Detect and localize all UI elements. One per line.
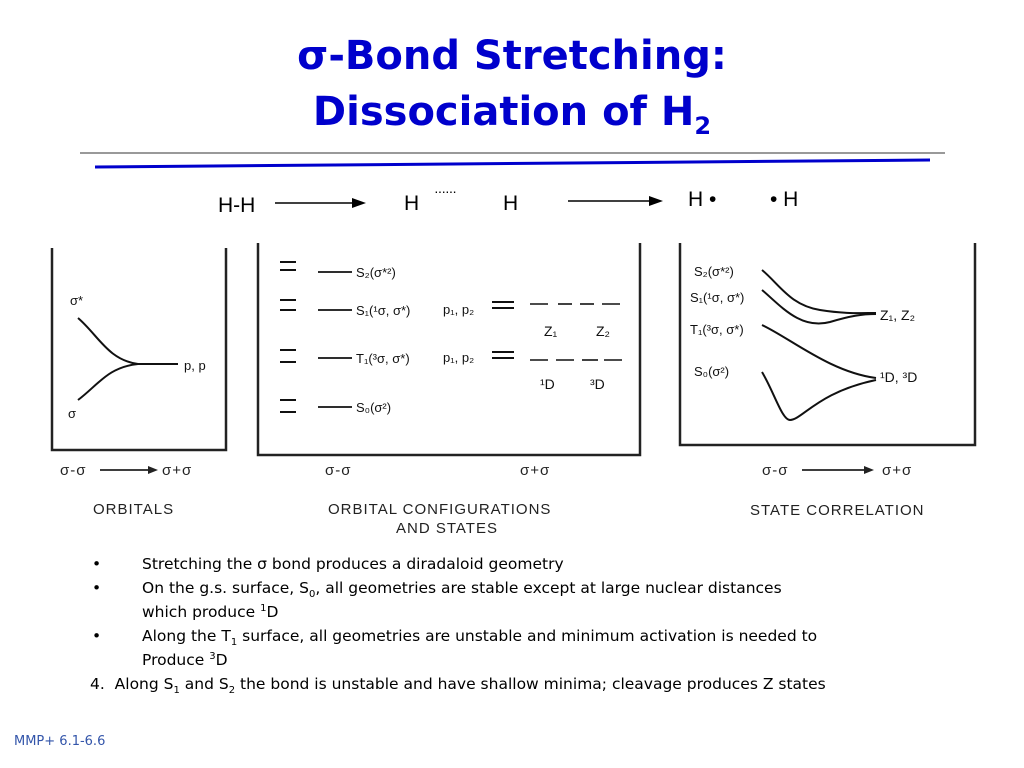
- s1-curve: [761, 289, 877, 325]
- title-text-1: -Bond Stretching:: [328, 33, 727, 79]
- correlation-diagram: σ* σ p, p S₂(σ*²) S₁(¹σ, σ*) T₁(³σ, σ*) …: [50, 243, 977, 537]
- bullet-4-number: 4.: [90, 675, 105, 693]
- mid-h-left: H: [404, 192, 420, 215]
- bullet-3-sup: 3: [209, 650, 216, 662]
- level-pairs: [280, 261, 296, 413]
- bullet-3-sub: 1: [230, 637, 238, 649]
- pair-label-lower: p₁, p₂: [443, 350, 474, 365]
- mid-dots: ······: [434, 183, 457, 199]
- bullet-2-text-a: On the g.s. surface, S: [142, 579, 309, 597]
- bullet-marker: •: [92, 555, 102, 573]
- orbitals-axis-arrow-icon: [148, 466, 158, 474]
- corr-state-s1: S₁(¹σ, σ*): [690, 290, 744, 305]
- corr-state-s2: S₂(σ*²): [694, 264, 734, 279]
- bullet-4-text-b: and S: [179, 675, 229, 693]
- sigma-star-curve: [77, 317, 178, 365]
- bullet-2-sub: 0: [309, 589, 316, 601]
- product-h-left: H •: [688, 188, 717, 211]
- bullet-2-cont-b: D: [266, 603, 279, 621]
- configurations-panel-frame: [256, 243, 642, 457]
- config-axis-right: σ+σ: [520, 462, 550, 479]
- reaction-arrows: [275, 196, 663, 208]
- bullet-2-cont-a: which produce: [142, 603, 261, 621]
- config-caption-1: ORBITAL CONFIGURATIONS: [328, 501, 551, 518]
- bullet-1-text-b: bond produces a diradaloid geometry: [267, 555, 564, 573]
- orbitals-caption: ORBITALS: [93, 501, 174, 518]
- corr-state-t1: T₁(³σ, σ*): [690, 322, 744, 337]
- orbitals-panel-frame: [50, 248, 228, 452]
- bullet-item-4: 4. Along S1 and S2 the bond is unstable …: [90, 672, 990, 696]
- bullet-item-3: • Along the T1 surface, all geometries a…: [90, 624, 990, 672]
- sigma-curve: [77, 363, 139, 401]
- orbital-upper-label: σ*: [70, 293, 83, 308]
- bullet-4-sub-2: 2: [228, 685, 236, 697]
- title-subscript: 2: [694, 112, 712, 140]
- bullet-marker: •: [92, 579, 102, 597]
- corr-right-lower: ¹D, ³D: [880, 369, 917, 385]
- slide-title-line1: σ-Bond Stretching:: [0, 30, 1024, 82]
- corr-axis-right: σ+σ: [882, 462, 912, 479]
- bullet-3-cont-a: Produce: [142, 651, 210, 669]
- sigma-symbol: σ: [297, 33, 329, 79]
- config-axis-left: σ-σ: [325, 462, 352, 479]
- s0-curve: [761, 371, 877, 422]
- bullet-list: • Stretching the σ bond produces a dirad…: [90, 552, 990, 696]
- corr-right-upper: Z₁, Z₂: [880, 307, 915, 323]
- bullet-item-1: • Stretching the σ bond produces a dirad…: [90, 552, 990, 576]
- bullet-item-2: • On the g.s. surface, S0, all geometrie…: [90, 576, 990, 624]
- config-caption-2: AND STATES: [396, 520, 498, 537]
- correlation-panel-frame: [678, 243, 977, 447]
- bullet-2-sup: 1: [260, 602, 267, 614]
- config-state-s1: S₁(¹σ, σ*): [356, 303, 410, 318]
- product-1d: ¹D: [540, 376, 555, 392]
- corr-axis-left: σ-σ: [762, 462, 789, 479]
- correlation-curves: [761, 269, 877, 422]
- arrow-2-head-icon: [649, 196, 663, 206]
- mid-h-right: H: [503, 192, 519, 215]
- bullet-3-text-a: Along the T: [142, 627, 231, 645]
- product-z2: Z₂: [596, 323, 610, 339]
- corr-state-s0: S₀(σ²): [694, 364, 729, 379]
- pair-equals-marks: [492, 301, 514, 359]
- orbital-right-label: p, p: [184, 358, 206, 373]
- bullet-marker: •: [92, 627, 102, 645]
- pair-label-upper: p₁, p₂: [443, 302, 474, 317]
- bullet-1-text-a: Stretching the: [142, 555, 258, 573]
- config-state-s2: S₂(σ*²): [356, 265, 396, 280]
- slide-title-line2: Dissociation of H2: [0, 86, 1024, 138]
- bullet-1-sigma: σ: [257, 555, 267, 573]
- bullet-3-cont-b: D: [215, 651, 228, 669]
- product-z1: Z₁: [544, 323, 558, 339]
- orbitals-axis-left: σ-σ: [60, 462, 87, 479]
- arrow-1-head-icon: [352, 198, 366, 208]
- product-3d: ³D: [590, 376, 605, 392]
- title-rules: [80, 152, 945, 169]
- bullet-4-sub-1: 1: [173, 685, 180, 697]
- bullet-2-text-b: , all geometries are stable except at la…: [315, 579, 782, 597]
- config-state-s0: S₀(σ²): [356, 400, 391, 415]
- corr-axis-arrow-icon: [864, 466, 874, 474]
- title-text-2: Dissociation of H: [312, 89, 695, 135]
- state-level-lines: [318, 271, 352, 408]
- bullet-3-text-b: surface, all geometries are unstable and…: [237, 627, 818, 645]
- s2-curve: [761, 269, 877, 315]
- config-state-t1: T₁(³σ, σ*): [356, 351, 410, 366]
- bullet-4-text-a: Along S: [114, 675, 174, 693]
- product-levels: [530, 303, 622, 361]
- blue-rule: [94, 158, 931, 169]
- corr-caption: STATE CORRELATION: [750, 502, 925, 519]
- bullet-4-text-c: the bond is unstable and have shallow mi…: [235, 675, 826, 693]
- reactant-label: H-H: [218, 194, 256, 217]
- orbitals-axis-right: σ+σ: [162, 462, 192, 479]
- slide-footer: MMP+ 6.1-6.6: [14, 734, 106, 749]
- product-h-right: • H: [770, 188, 799, 211]
- t1-curve: [761, 324, 877, 379]
- orbital-lower-label: σ: [68, 406, 76, 421]
